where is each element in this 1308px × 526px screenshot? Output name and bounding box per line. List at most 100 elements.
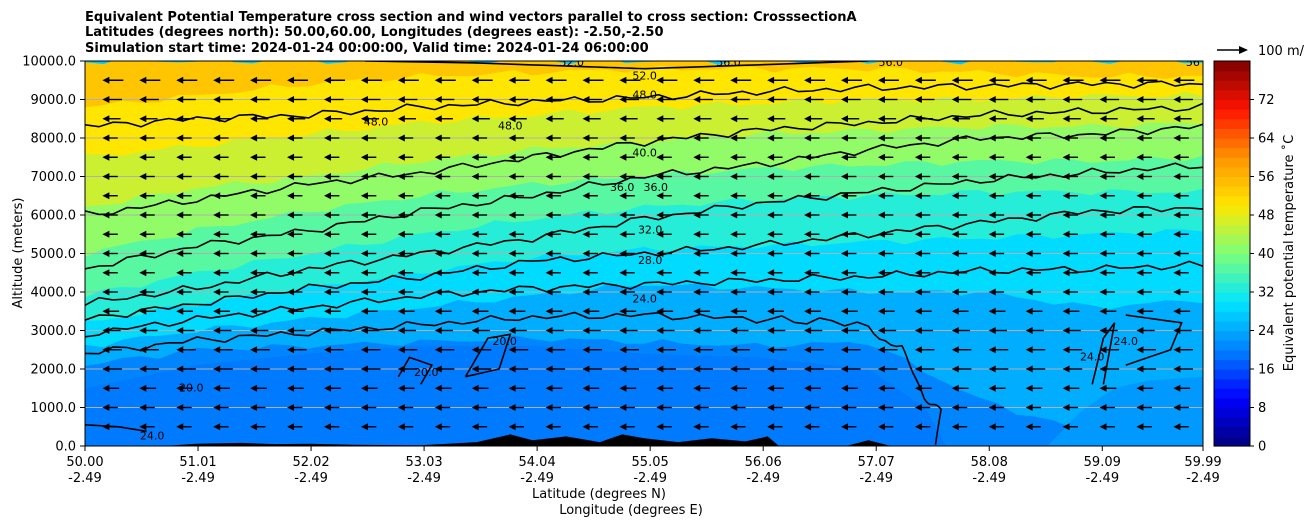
wind-vector bbox=[619, 404, 635, 411]
wind-vector bbox=[1136, 404, 1152, 411]
wind-vector bbox=[730, 173, 746, 180]
wind-vector bbox=[914, 192, 931, 200]
wind-vector bbox=[914, 230, 931, 238]
wind-vector bbox=[804, 250, 820, 257]
wind-vector bbox=[1025, 115, 1044, 123]
wind-vector bbox=[102, 250, 118, 257]
wind-vector bbox=[508, 96, 529, 103]
wind-vector bbox=[176, 250, 192, 257]
wind-vector bbox=[471, 153, 488, 161]
wind-vector bbox=[102, 384, 120, 392]
wind-vector bbox=[1136, 327, 1155, 334]
wind-vector bbox=[1025, 423, 1042, 431]
wind-vector bbox=[951, 365, 972, 373]
wind-vector bbox=[323, 404, 340, 411]
wind-vector bbox=[582, 288, 598, 296]
wind-vector bbox=[213, 269, 229, 277]
wind-vector bbox=[397, 153, 414, 161]
wind-vector bbox=[767, 192, 783, 200]
wind-vector bbox=[508, 384, 526, 392]
wind-vector bbox=[988, 288, 1005, 296]
wind-vector bbox=[434, 192, 451, 200]
wind-vector bbox=[434, 153, 451, 161]
wind-vector bbox=[176, 346, 196, 354]
y-tick-label: 2000.0 bbox=[31, 363, 77, 378]
wind-vector bbox=[102, 230, 118, 238]
wind-vector bbox=[287, 173, 303, 180]
contour-32.0 bbox=[85, 205, 1203, 321]
wind-vector bbox=[213, 153, 229, 161]
x-tick-label-lat: 59.09 bbox=[1084, 455, 1121, 470]
wind-vector bbox=[1062, 423, 1078, 431]
wind-vector bbox=[914, 346, 935, 354]
contour-label: 32.0 bbox=[638, 223, 663, 236]
wind-vector bbox=[767, 211, 783, 219]
contour-label: 20.0 bbox=[179, 381, 204, 394]
wind-vector bbox=[951, 288, 968, 296]
wind-vector bbox=[323, 153, 340, 161]
colorbar-cell bbox=[1214, 176, 1250, 187]
wind-vector bbox=[951, 307, 969, 315]
wind-vector bbox=[287, 404, 303, 411]
wind-vector bbox=[619, 307, 637, 315]
colorbar-cell bbox=[1214, 292, 1250, 303]
wind-vector bbox=[1025, 96, 1046, 103]
contour-label: 52.0 bbox=[560, 56, 585, 69]
wind-vector bbox=[582, 76, 604, 84]
wind-vector bbox=[730, 365, 750, 373]
wind-vector bbox=[213, 327, 232, 334]
wind-vector bbox=[804, 269, 820, 277]
wind-vector bbox=[841, 230, 857, 238]
wind-vector bbox=[508, 346, 529, 354]
wind-vector bbox=[360, 365, 381, 373]
wind-vector bbox=[323, 134, 340, 142]
colorbar-cell bbox=[1214, 166, 1250, 178]
wind-vector bbox=[1099, 211, 1115, 219]
wind-vector bbox=[730, 384, 748, 392]
wind-vector bbox=[1136, 365, 1157, 373]
wind-vector bbox=[508, 423, 525, 431]
wind-vector bbox=[877, 288, 894, 296]
wind-vector bbox=[914, 134, 931, 142]
wind-vector bbox=[619, 346, 640, 354]
colorbar-cell bbox=[1214, 89, 1250, 101]
wind-vector bbox=[287, 307, 304, 315]
wind-vector bbox=[139, 134, 155, 142]
wind-vector bbox=[877, 250, 894, 257]
wind-vector bbox=[1099, 96, 1120, 103]
wind-vector bbox=[434, 76, 456, 84]
wind-vector bbox=[914, 404, 931, 411]
wind-vector bbox=[397, 134, 414, 142]
wind-vector bbox=[1173, 365, 1193, 373]
contour-labels: 52.0 56.0 56.0 56 52.0 48.0 48.0 48.0 40.0 36.0 36… bbox=[140, 56, 1200, 442]
wind-vector bbox=[877, 211, 894, 219]
wind-vector bbox=[656, 384, 674, 392]
wind-vector bbox=[360, 230, 377, 238]
terrain-profile bbox=[85, 434, 1203, 446]
wind-vector bbox=[951, 346, 972, 354]
wind-vector bbox=[1025, 384, 1043, 392]
wind-vector bbox=[988, 134, 1005, 142]
x-tick-label-lon: -2.49 bbox=[1085, 471, 1119, 486]
wind-vector bbox=[914, 288, 931, 296]
wind-vector bbox=[323, 269, 340, 277]
wind-vector bbox=[508, 404, 525, 411]
wind-vector bbox=[287, 115, 306, 123]
wind-vector bbox=[619, 384, 637, 392]
contour-label: 48.0 bbox=[632, 89, 657, 102]
wind-vector bbox=[619, 96, 640, 103]
wind-vector bbox=[767, 269, 783, 277]
wind-vector bbox=[1025, 250, 1042, 257]
wind-vector bbox=[508, 76, 530, 84]
wind-vector bbox=[1136, 96, 1157, 103]
wind-vector bbox=[1099, 134, 1115, 142]
wind-vector bbox=[545, 96, 566, 103]
wind-vector bbox=[582, 250, 598, 257]
wind-vector bbox=[1062, 192, 1078, 200]
wind-vector bbox=[988, 365, 1009, 373]
wind-vector bbox=[1062, 173, 1078, 180]
wind-vector bbox=[323, 346, 344, 354]
wind-vector bbox=[656, 153, 672, 161]
wind-vector bbox=[287, 153, 303, 161]
